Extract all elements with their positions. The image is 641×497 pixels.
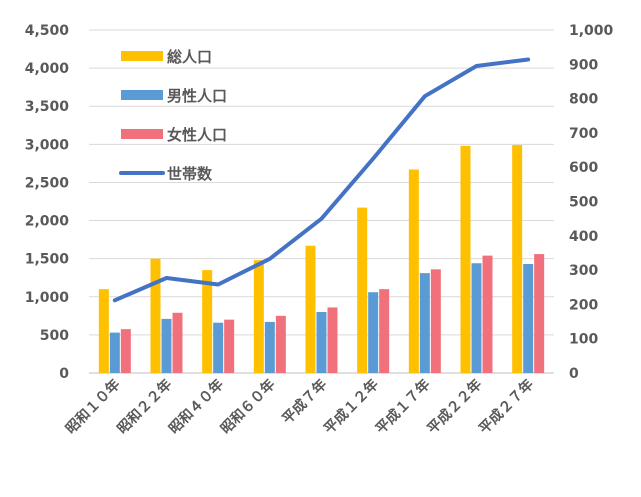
bar-2 <box>368 292 379 373</box>
left-axis: 0 500 1,000 1,500 2,000 2,500 3,000 3,500 4,000 4… <box>25 23 70 382</box>
bar-1 <box>357 207 368 373</box>
bar-2 <box>213 322 224 373</box>
legend-swatch <box>121 51 163 61</box>
bar-3 <box>327 307 338 373</box>
x-axis-category-label: 昭和２２年 <box>114 376 176 438</box>
right-axis-tick-label: 0 <box>569 366 579 382</box>
bar-2 <box>109 332 120 373</box>
bar-2 <box>419 273 430 373</box>
bar-3 <box>430 269 441 373</box>
bar-1 <box>305 245 316 373</box>
bar-3 <box>379 289 390 373</box>
series-line <box>112 57 531 303</box>
right-axis-tick-label: 200 <box>569 297 598 313</box>
left-axis-tick-label: 500 <box>40 328 69 344</box>
left-axis-tick-label: 2,000 <box>25 214 70 230</box>
bar-1 <box>460 145 471 373</box>
x-axis-category-label: 平成２７年 <box>475 376 537 438</box>
bar-1 <box>202 270 213 373</box>
bar-1 <box>512 145 523 373</box>
bar-2 <box>523 264 534 373</box>
left-axis-tick-label: 1,500 <box>25 252 70 268</box>
legend-swatch <box>121 90 163 100</box>
bar-1 <box>253 260 264 373</box>
right-axis-tick-label: 700 <box>569 126 598 142</box>
bar-1 <box>150 258 161 373</box>
left-axis-tick-label: 1,000 <box>25 290 70 306</box>
bar-3 <box>482 255 493 373</box>
bar-series <box>98 145 545 373</box>
left-axis-tick-label: 3,500 <box>25 99 70 115</box>
legend-label: 男性人口 <box>167 87 227 105</box>
bar-2 <box>264 321 275 373</box>
x-axis-category-label: 平成１７年 <box>372 376 434 438</box>
x-axis-category-label: 昭和４０年 <box>165 376 227 438</box>
x-axis-category-label: 平成２２年 <box>424 376 486 438</box>
bar-3 <box>224 319 235 373</box>
line-series <box>112 57 531 303</box>
legend-label: 総人口 <box>167 48 212 66</box>
x-axis-category-label: 平成１２年 <box>320 376 382 438</box>
right-axis-tick-label: 900 <box>569 57 598 73</box>
bar-1 <box>408 169 419 373</box>
left-axis-tick-label: 0 <box>59 366 69 382</box>
legend-label: 世帯数 <box>167 165 213 183</box>
right-axis-tick-label: 1,000 <box>569 23 614 39</box>
x-axis-category-label: 平成７年 <box>279 376 331 428</box>
right-axis-tick-label: 300 <box>569 263 598 279</box>
x-axis-category-label: 昭和６０年 <box>217 376 279 438</box>
bar-3 <box>534 254 545 373</box>
bar-2 <box>316 312 327 373</box>
right-axis-tick-label: 400 <box>569 229 598 245</box>
right-axis-tick-label: 600 <box>569 160 598 176</box>
legend-swatch <box>121 129 163 139</box>
left-axis-tick-label: 4,000 <box>25 61 70 77</box>
bar-2 <box>471 263 482 373</box>
left-axis-tick-label: 2,500 <box>25 175 70 191</box>
x-axis-category-label: 昭和１０年 <box>62 376 124 438</box>
right-axis-tick-label: 100 <box>569 332 598 348</box>
bar-3 <box>172 312 183 373</box>
right-axis: 0 100 200 300 400 500 600 700 800 900 1,000 <box>569 23 614 382</box>
left-axis-tick-label: 4,500 <box>25 23 70 39</box>
bar-1 <box>98 289 109 373</box>
bar-2 <box>161 318 172 373</box>
right-axis-tick-label: 800 <box>569 92 598 108</box>
legend-label: 女性人口 <box>167 126 227 144</box>
bar-3 <box>275 315 286 373</box>
right-axis-tick-label: 500 <box>569 195 598 211</box>
bar-3 <box>120 329 131 373</box>
left-axis-tick-label: 3,000 <box>25 137 70 153</box>
